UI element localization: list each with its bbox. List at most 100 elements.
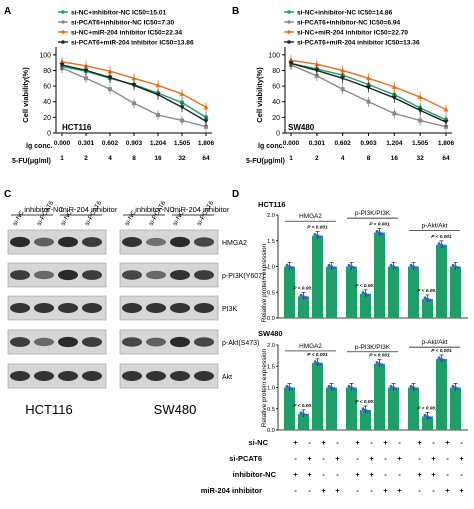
- data-point: [314, 73, 319, 78]
- y-tick-label: 1.0: [267, 386, 275, 392]
- legend-marker: [61, 20, 65, 24]
- data-dot: [394, 387, 398, 391]
- x-tick-label-lg: 0.301: [78, 140, 95, 147]
- data-point: [366, 85, 371, 91]
- table-sign: +: [383, 486, 388, 495]
- table-sign: -: [460, 470, 463, 479]
- data-point: [84, 76, 88, 81]
- table-sign: -: [336, 438, 339, 447]
- x-tick-label-fu: 32: [178, 155, 186, 162]
- table-sign: -: [384, 454, 387, 463]
- blot-band: [82, 371, 102, 381]
- panel-c-group1-left: inhibitor-NC: [24, 205, 64, 214]
- legend-label: si-NC+miR-204 inhibitor IC50=22.34: [71, 30, 182, 37]
- legend-label: si-NC+inhibitor-NC IC50=14.86: [297, 10, 393, 17]
- blot-band: [34, 371, 54, 381]
- x-tick-label-fu: 2: [84, 155, 88, 162]
- data-point: [203, 119, 209, 124]
- data-point: [443, 120, 449, 125]
- data-dot: [361, 291, 365, 294]
- bar: [408, 266, 419, 318]
- data-dot: [318, 235, 322, 239]
- table-sign: -: [384, 470, 387, 479]
- blot-band: [194, 337, 214, 347]
- legend-marker: [287, 20, 291, 24]
- data-dot: [440, 243, 443, 247]
- data-dot: [378, 362, 381, 366]
- data-dot: [375, 361, 379, 364]
- bar: [346, 266, 357, 318]
- data-dot: [352, 387, 356, 391]
- y-tick-label: 0: [276, 131, 280, 138]
- x-tick-label-lg: 0.602: [335, 140, 352, 147]
- data-point: [417, 108, 423, 113]
- data-point: [203, 104, 209, 110]
- x-tick-label-lg: 1.204: [150, 140, 167, 147]
- legend-label: si-NC+inhibitor-NC IC50=15.01: [71, 10, 167, 17]
- table-sign: +: [397, 454, 402, 463]
- data-dot: [361, 407, 365, 411]
- data-point: [418, 118, 423, 123]
- data-dot: [304, 296, 308, 299]
- table-sign: -: [370, 486, 373, 495]
- p-value-label: P < 0.001: [417, 288, 438, 294]
- data-dot: [380, 232, 384, 236]
- data-dot: [327, 263, 331, 267]
- table-sign: +: [335, 486, 340, 495]
- data-dot: [451, 384, 455, 388]
- y-tick-label: 0.0: [267, 316, 275, 322]
- x-tick-label-lg: 0.903: [360, 140, 377, 147]
- data-dot: [347, 263, 351, 267]
- data-dot: [378, 231, 381, 234]
- data-point: [59, 62, 65, 68]
- data-dot: [375, 229, 379, 233]
- p-value-label: P < 0.001: [369, 353, 390, 359]
- panel-b-letter: B: [232, 6, 239, 17]
- y-tick-label: 0: [47, 131, 51, 138]
- bar: [374, 363, 385, 430]
- data-dot: [442, 358, 446, 362]
- legend-marker: [287, 30, 291, 34]
- table-sign: -: [418, 454, 421, 463]
- blot-band: [170, 336, 190, 348]
- data-point: [340, 87, 345, 92]
- blot-band: [146, 270, 166, 280]
- panel-b-ylabel: Cell viability(%): [255, 67, 264, 123]
- data-dot: [423, 413, 427, 417]
- p-value-label: P < 0.001: [307, 352, 328, 358]
- table-sign: +: [431, 454, 436, 463]
- x-tick-label-fu: 32: [417, 155, 425, 162]
- panel-a-lg-label: lg conc.: [26, 143, 53, 150]
- data-dot: [454, 386, 457, 389]
- panel-d-cell-top: HCT116: [258, 200, 286, 209]
- p-value-label: P < 0.001: [307, 225, 328, 231]
- blot-band: [122, 303, 142, 313]
- lane-label: si-NC: [124, 209, 138, 227]
- table-sign: +: [369, 454, 374, 463]
- data-point: [366, 75, 371, 81]
- x-tick-label-lg: 0.903: [126, 140, 143, 147]
- bar: [312, 362, 323, 430]
- data-dot: [366, 293, 370, 297]
- p-value-label: P < 0.001: [431, 234, 452, 240]
- data-dot: [456, 266, 460, 270]
- x-tick-label-lg: 1.806: [198, 140, 215, 147]
- legend-marker: [61, 40, 65, 44]
- data-dot: [380, 363, 384, 367]
- blot-band: [122, 270, 142, 280]
- legend-label: si-PCAT6+inhibitor-NC IC50=6.94: [297, 20, 401, 27]
- data-point: [180, 118, 184, 123]
- blot-row-label: HMGA2: [222, 240, 247, 247]
- y-tick-label: 40: [272, 99, 280, 106]
- data-dot: [318, 362, 322, 366]
- data-dot: [394, 266, 398, 270]
- data-dot: [364, 408, 367, 412]
- data-point: [107, 68, 113, 74]
- y-tick-label: 0.0: [267, 428, 275, 434]
- table-row-label: inhibitor-NC: [233, 470, 277, 479]
- data-dot: [330, 386, 333, 389]
- table-sign: -: [432, 438, 435, 447]
- legend-marker: [61, 30, 65, 34]
- blot-band: [58, 336, 78, 348]
- legend-marker: [287, 10, 291, 14]
